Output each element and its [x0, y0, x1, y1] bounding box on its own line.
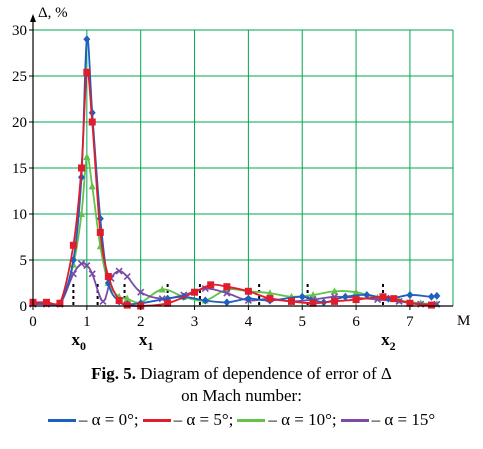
data-point [99, 297, 107, 305]
data-point [207, 281, 215, 289]
data-point [123, 272, 131, 281]
legend-label: – α = 5°; [173, 410, 234, 429]
data-point [96, 214, 104, 223]
y-tick-label: 25 [12, 69, 27, 85]
x-tick-label: 1 [83, 314, 91, 330]
figure-caption-text: Diagram of dependence of error of Δ [140, 364, 392, 383]
series-layer [29, 35, 441, 310]
legend-swatch [47, 418, 76, 422]
x-tick-label: 5 [298, 314, 306, 330]
x-tick-label: 7 [406, 314, 414, 330]
data-point [352, 296, 360, 304]
chart-grid [33, 29, 454, 306]
legend-label: – α = 10°; [268, 410, 337, 429]
y-tick-label: 15 [12, 161, 27, 177]
data-point [115, 267, 123, 275]
y-tick-label: 20 [12, 115, 27, 131]
x-tick-label: 6 [352, 314, 360, 330]
chart-axes [29, 14, 453, 310]
y-axis-label: Δ, % [38, 5, 68, 21]
data-point [77, 260, 86, 268]
legend-swatch [142, 418, 171, 422]
x-annotations: x0 x1 x2 [72, 330, 396, 353]
data-point [77, 164, 85, 172]
data-point [56, 299, 64, 307]
data-point [115, 296, 123, 304]
series-line [32, 155, 437, 306]
figure-caption-line-2: on Mach number: [181, 386, 302, 405]
data-point [433, 291, 441, 300]
data-point [77, 210, 85, 217]
data-point [390, 295, 398, 303]
data-point [309, 299, 317, 307]
data-point [406, 299, 414, 307]
data-point [331, 287, 339, 295]
data-point [363, 290, 371, 299]
data-point [352, 288, 360, 296]
x-annotation: x2 [381, 330, 396, 353]
x-annotation: x0 [72, 330, 87, 353]
data-point [123, 294, 131, 302]
y-tick-label: 10 [12, 207, 27, 223]
legend-swatch [340, 418, 369, 422]
data-point [69, 241, 77, 249]
data-point [88, 270, 96, 278]
data-point [83, 68, 91, 76]
legend-item: – α = 15° [340, 410, 436, 430]
x-tick-label: 2 [137, 314, 145, 330]
legend-item: – α = 0°; [47, 410, 139, 430]
data-point [42, 298, 50, 306]
data-point [88, 118, 96, 126]
data-point [427, 292, 435, 301]
data-point [104, 273, 112, 281]
x-tick-label: 0 [29, 314, 37, 330]
data-point [379, 293, 387, 301]
data-point [164, 299, 172, 307]
legend-label: – α = 0°; [78, 410, 139, 429]
x-axis-label: M [457, 313, 470, 329]
data-point [83, 152, 91, 160]
series-line [33, 36, 438, 306]
x-annotation: x1 [139, 330, 154, 353]
data-point [341, 292, 349, 301]
line-chart: 0 5 10 15 20 25 30 0 1 2 3 4 5 6 7 Δ, % M x0 x1 x2 [12, 5, 470, 353]
legend-label: – α = 15° [371, 410, 436, 429]
data-point [298, 292, 306, 301]
data-point [158, 285, 166, 293]
series-3 [29, 152, 441, 308]
data-point [266, 289, 274, 297]
figure-caption-line-1: Fig. 5. Diagram of dependence of error o… [0, 364, 483, 384]
data-point [223, 298, 231, 307]
legend-item: – α = 10°; [237, 410, 337, 430]
data-point [191, 288, 199, 296]
figure-label: Fig. 5. [91, 364, 136, 383]
data-point [223, 289, 231, 297]
x-tick-label: 3 [191, 314, 199, 330]
data-point [83, 261, 91, 270]
y-tick-label: 30 [12, 23, 27, 39]
y-tick-label: 0 [20, 299, 28, 315]
data-point [201, 296, 209, 305]
data-point [331, 297, 339, 305]
data-point [96, 228, 104, 236]
data-point [287, 297, 295, 305]
data-point [223, 283, 231, 291]
data-point [88, 182, 96, 190]
chart-legend: – α = 0°; – α = 5°; – α = 10°; – α = 15° [0, 410, 483, 430]
tick-labels: 0 5 10 15 20 25 30 0 1 2 3 4 5 6 7 [12, 23, 414, 330]
data-point [266, 295, 274, 303]
legend-swatch [237, 418, 266, 422]
y-tick-label: 5 [20, 253, 28, 269]
data-point [244, 294, 252, 303]
y-axis-arrow [30, 14, 36, 22]
data-point [427, 301, 435, 309]
data-point [123, 301, 131, 309]
legend-item: – α = 5°; [142, 410, 234, 430]
data-point [244, 287, 252, 295]
data-point [137, 288, 145, 296]
x-tick-label: 4 [245, 314, 253, 330]
data-point [406, 290, 414, 299]
data-point [309, 290, 317, 298]
data-point [83, 35, 91, 44]
